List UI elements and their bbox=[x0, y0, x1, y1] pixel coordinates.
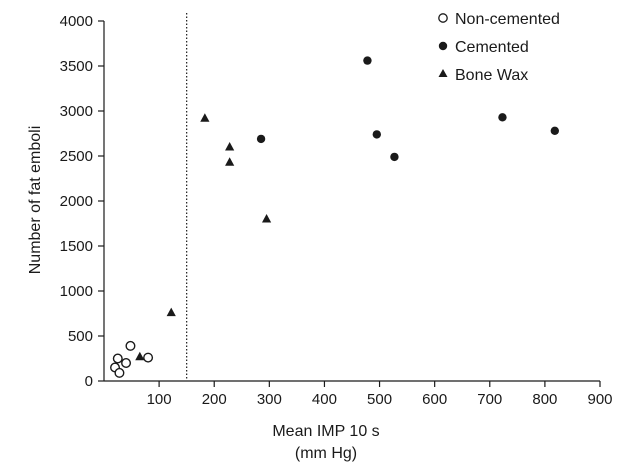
point-non-cemented bbox=[112, 353, 123, 364]
y-tick-label: 500 bbox=[68, 328, 93, 345]
x-tick-label: 900 bbox=[587, 391, 612, 408]
legend-item-non-cemented: Non-cemented bbox=[438, 11, 560, 28]
y-tick-label: 0 bbox=[85, 373, 93, 390]
x-tick-label: 800 bbox=[532, 391, 557, 408]
x-tick-label: 500 bbox=[367, 391, 392, 408]
legend-label-bone-wax: Bone Wax bbox=[455, 67, 528, 84]
y-tick-label: 2500 bbox=[60, 148, 93, 165]
x-tick-label: 300 bbox=[257, 391, 282, 408]
point-non-cemented bbox=[114, 367, 125, 378]
point-cemented bbox=[372, 130, 381, 139]
legend-item-bone-wax: Bone Wax bbox=[438, 67, 528, 84]
point-cemented bbox=[550, 126, 560, 135]
legend-marker-open-circle bbox=[438, 13, 448, 23]
point-bone-wax bbox=[135, 351, 145, 361]
point-cemented bbox=[390, 152, 399, 162]
y-tick-label: 4000 bbox=[60, 13, 93, 30]
x-axis-title-line2: (mm Hg) bbox=[295, 445, 357, 462]
x-tick-label: 700 bbox=[477, 391, 502, 408]
y-tick-label: 3000 bbox=[60, 103, 93, 120]
point-non-cemented bbox=[121, 358, 132, 369]
x-tick-label: 600 bbox=[422, 391, 447, 408]
y-tick-label: 2000 bbox=[60, 193, 93, 210]
legend: Non-cemented Cemented Bone Wax bbox=[438, 11, 560, 84]
point-bone-wax bbox=[261, 214, 272, 223]
y-tick-label: 1500 bbox=[60, 238, 93, 255]
point-bone-wax bbox=[200, 113, 210, 122]
point-cemented bbox=[498, 113, 507, 122]
y-tick-label: 3500 bbox=[60, 58, 93, 75]
point-non-cemented bbox=[143, 352, 154, 363]
legend-marker-triangle bbox=[438, 69, 448, 77]
legend-label-cemented: Cemented bbox=[455, 39, 529, 56]
x-axis-title-line1: Mean IMP 10 s bbox=[272, 423, 379, 440]
legend-marker-filled-circle bbox=[438, 41, 448, 51]
point-bone-wax bbox=[225, 157, 235, 166]
data-points bbox=[110, 56, 560, 378]
y-axis-ticks: 0 500 1000 1500 2000 2500 3000 3500 4000 bbox=[60, 13, 104, 390]
legend-label-non-cemented: Non-cemented bbox=[455, 11, 560, 28]
point-non-cemented bbox=[125, 340, 136, 351]
x-tick-label: 200 bbox=[202, 391, 227, 408]
point-bone-wax bbox=[225, 142, 235, 151]
x-axis-ticks: 100 200 300 400 500 600 700 800 900 bbox=[147, 381, 613, 408]
y-tick-label: 1000 bbox=[60, 283, 93, 300]
point-bone-wax bbox=[166, 307, 176, 317]
y-axis-title: Number of fat emboli bbox=[27, 126, 44, 275]
x-tick-label: 100 bbox=[147, 391, 172, 408]
point-cemented bbox=[363, 56, 372, 65]
x-tick-label: 400 bbox=[312, 391, 337, 408]
legend-item-cemented: Cemented bbox=[438, 39, 529, 56]
point-cemented bbox=[256, 134, 266, 144]
